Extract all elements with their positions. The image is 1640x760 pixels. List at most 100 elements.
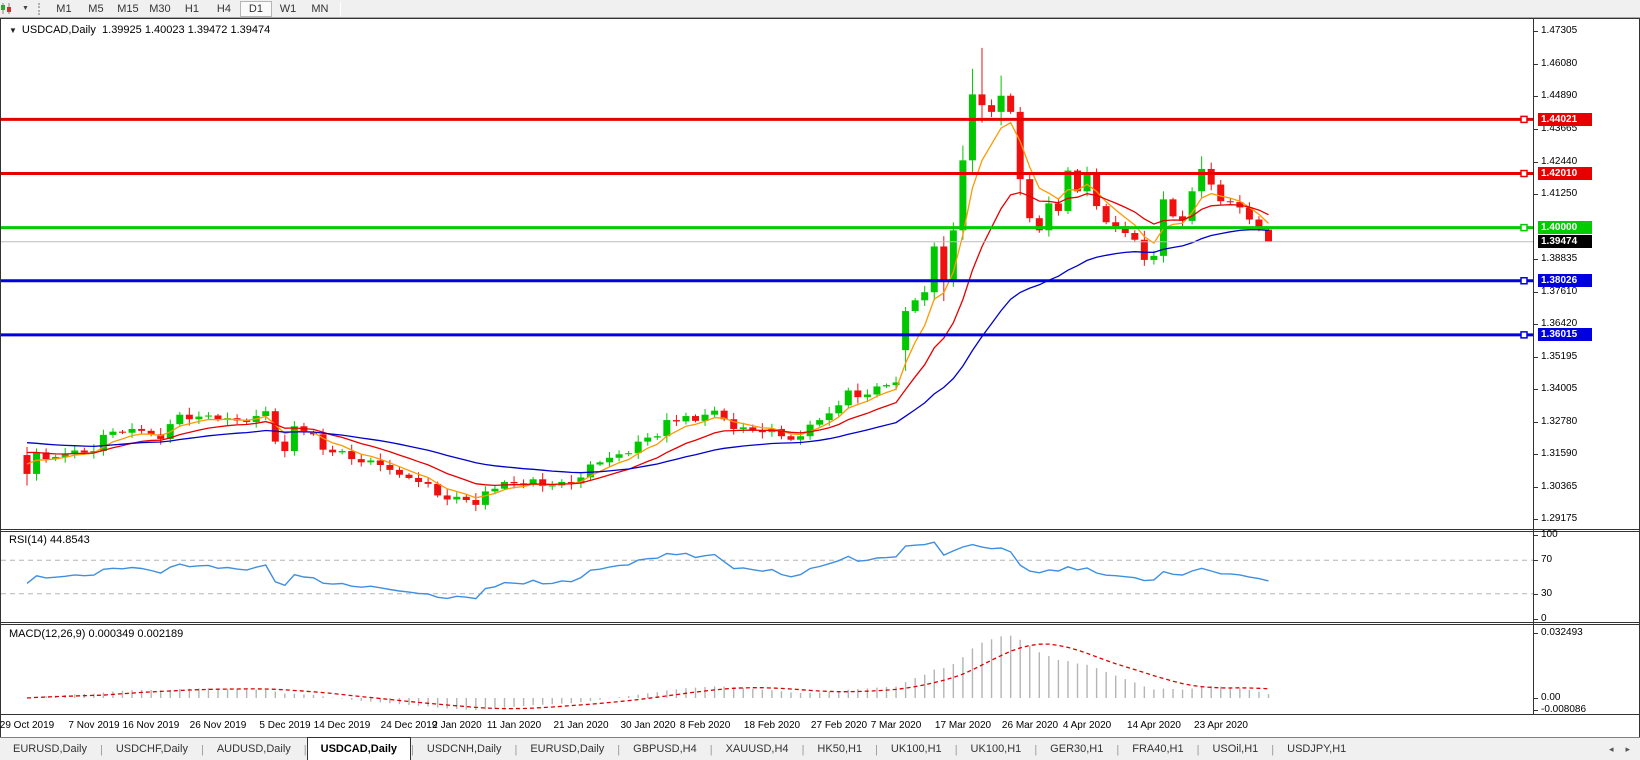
tab-separator: |: [1196, 744, 1200, 756]
date-axis-label: 29 Oct 2019: [0, 720, 55, 731]
macd-axis-tick: [1533, 698, 1538, 699]
rsi-canvas[interactable]: [1, 531, 1533, 622]
date-axis-label: 16 Nov 2019: [122, 720, 180, 731]
tab-separator: |: [99, 744, 103, 756]
chart-type-icon[interactable]: [1, 2, 22, 16]
macd-axis-label: 0.00: [1541, 692, 1561, 703]
price-axis-tick: [1533, 389, 1538, 390]
date-axis-label: 30 Jan 2020: [620, 720, 676, 731]
panel-separator[interactable]: [1, 529, 1640, 530]
tab-separator: |: [1116, 744, 1120, 756]
chart-tab-usdchf-daily[interactable]: USDCHF,Daily: [115, 743, 188, 755]
timeframe-button-h4[interactable]: H4: [216, 2, 231, 15]
rsi-axis-tick: [1533, 535, 1538, 536]
timeframe-toolbar: ▼ M1 M5 M15 M30 H1 H4 D1 W1 MN: [0, 0, 1640, 18]
timeframe-button-m5[interactable]: M5: [88, 2, 104, 15]
price-axis-tick: [1533, 31, 1538, 32]
price-axis-label: 1.34005: [1541, 383, 1578, 394]
collapse-triangle-icon[interactable]: ▼: [9, 26, 17, 35]
timeframe-button-m30[interactable]: M30: [149, 2, 171, 15]
date-axis-label: 14 Dec 2019: [313, 720, 371, 731]
chart-tab-eurusd-daily[interactable]: EURUSD,Daily: [13, 743, 87, 755]
price-axis-tick: [1533, 519, 1538, 520]
chart-tab-audusd-daily[interactable]: AUDUSD,Daily: [216, 743, 291, 755]
price-axis-tick: [1533, 454, 1538, 455]
price-axis-label: 1.47305: [1541, 25, 1578, 36]
price-axis-tick: [1533, 487, 1538, 488]
timeframe-button-m15[interactable]: M15: [117, 2, 139, 15]
tab-separator: |: [1034, 744, 1038, 756]
tab-scroll-arrows: ◂ ▸: [1609, 744, 1630, 755]
panel-separator[interactable]: [1, 714, 1640, 715]
timeframe-button-w1[interactable]: W1: [279, 2, 297, 15]
price-axis-tick: [1533, 422, 1538, 423]
macd-axis-label: 0.032493: [1541, 627, 1583, 638]
rsi-axis-label: 100: [1541, 529, 1558, 540]
tab-separator: |: [1271, 744, 1275, 756]
chart-tab-usdcnh-daily[interactable]: USDCNH,Daily: [426, 743, 502, 755]
hline-price-badge: 1.42010: [1538, 167, 1592, 180]
macd-axis-tick: [1533, 633, 1538, 634]
chart-tab-fra40-h1[interactable]: FRA40,H1: [1132, 743, 1184, 755]
panel-separator[interactable]: [1, 622, 1640, 623]
main-chart-canvas[interactable]: [1, 19, 1533, 529]
date-axis-label: 2 Jan 2020: [432, 720, 482, 731]
price-axis-tick: [1533, 292, 1538, 293]
chart-tab-gbpusd-h4[interactable]: GBPUSD,H4: [633, 743, 697, 755]
chart-tab-ger30-h1[interactable]: GER30,H1: [1050, 743, 1104, 755]
hline-price-badge: 1.36015: [1538, 328, 1592, 341]
price-axis-label: 1.36420: [1541, 318, 1578, 329]
date-axis-label: 26 Nov 2019: [189, 720, 247, 731]
chart-tab-usdjpy-h1[interactable]: USDJPY,H1: [1287, 743, 1347, 755]
price-axis-tick: [1533, 64, 1538, 65]
tab-scroll-right-icon[interactable]: ▸: [1625, 743, 1630, 754]
chart-type-dropdown-caret-icon[interactable]: ▼: [22, 5, 29, 12]
date-axis-label: 23 Apr 2020: [1194, 720, 1248, 731]
price-axis-tick: [1533, 259, 1538, 260]
macd-indicator-label: MACD(12,26,9) 0.000349 0.002189: [9, 628, 184, 640]
price-axis-tick: [1533, 324, 1538, 325]
price-axis-tick: [1533, 357, 1538, 358]
hline-price-badge: 1.38026: [1538, 274, 1592, 287]
rsi-axis-tick: [1533, 560, 1538, 561]
macd-canvas[interactable]: [1, 625, 1533, 714]
date-axis-label: 11 Jan 2020: [486, 720, 542, 731]
price-axis-label: 1.37610: [1541, 286, 1578, 297]
hline-price-badge: 1.44021: [1538, 113, 1592, 126]
tab-separator: |: [411, 744, 414, 756]
timeframe-button-d1[interactable]: D1: [239, 0, 272, 17]
chart-tab-xauusd-h4[interactable]: XAUUSD,H4: [725, 743, 789, 755]
panel-separator[interactable]: [1, 531, 1640, 532]
price-axis-label: 1.44890: [1541, 90, 1578, 101]
chart-ohlc-values: 1.39925 1.40023 1.39472 1.39474: [102, 24, 271, 36]
tab-separator: |: [200, 744, 204, 756]
tab-separator: |: [954, 744, 958, 756]
chart-tab-usdcad-daily[interactable]: USDCAD,Daily: [306, 737, 412, 760]
chart-tab-usoil-h1[interactable]: USOil,H1: [1212, 743, 1259, 755]
chart-window: ▼ USDCAD,Daily 1.39925 1.40023 1.39472 1.…: [0, 18, 1640, 737]
price-axis-label: 1.41250: [1541, 188, 1578, 199]
chart-tab-uk100-h1[interactable]: UK100,H1: [890, 743, 942, 755]
price-axis-label: 1.46080: [1541, 58, 1578, 69]
chart-symbol: USDCAD,Daily: [21, 24, 96, 36]
timeframe-button-m1[interactable]: M1: [56, 2, 72, 15]
price-axis-tick: [1533, 194, 1538, 195]
tab-scroll-left-icon[interactable]: ◂: [1608, 743, 1614, 754]
timeframe-button-h1[interactable]: H1: [184, 2, 199, 15]
chart-tab-hk50-h1[interactable]: HK50,H1: [817, 743, 863, 755]
rsi-axis-tick: [1533, 594, 1538, 595]
panel-separator[interactable]: [1, 624, 1640, 625]
price-axis-label: 1.38835: [1541, 253, 1578, 264]
price-axis-tick: [1533, 162, 1538, 163]
timeframe-button-mn[interactable]: MN: [311, 2, 329, 15]
tab-separator: |: [801, 744, 805, 756]
date-axis-label: 27 Feb 2020: [810, 720, 868, 731]
tab-separator: |: [875, 744, 878, 756]
date-axis-label: 24 Dec 2019: [380, 720, 438, 731]
price-axis-tick: [1533, 129, 1538, 130]
chart-tab-eurusd-daily[interactable]: EURUSD,Daily: [530, 743, 605, 755]
toolbar-grip[interactable]: [37, 2, 43, 15]
chart-tab-uk100-h1[interactable]: UK100,H1: [970, 743, 1022, 755]
rsi-axis-label: 0: [1541, 613, 1547, 624]
rsi-axis-label: 30: [1541, 588, 1553, 599]
